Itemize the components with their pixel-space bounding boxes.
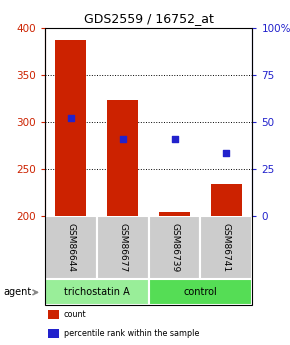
- Point: [224, 150, 229, 155]
- Bar: [211, 184, 242, 216]
- Bar: [107, 100, 138, 216]
- Text: GSM86741: GSM86741: [222, 223, 231, 272]
- Bar: [200, 216, 252, 279]
- Bar: [55, 40, 86, 216]
- Title: GDS2559 / 16752_at: GDS2559 / 16752_at: [84, 12, 213, 25]
- Point: [172, 137, 177, 142]
- Text: trichostatin A: trichostatin A: [64, 287, 130, 297]
- Text: agent: agent: [3, 287, 31, 297]
- Text: count: count: [64, 310, 86, 319]
- Bar: [97, 216, 148, 279]
- Text: control: control: [184, 287, 217, 297]
- Bar: [159, 212, 190, 216]
- Bar: [45, 279, 148, 305]
- Point: [120, 136, 125, 141]
- Text: percentile rank within the sample: percentile rank within the sample: [64, 329, 199, 338]
- Point: [68, 115, 73, 121]
- Text: GSM86644: GSM86644: [66, 223, 75, 272]
- Bar: [148, 279, 252, 305]
- Text: GSM86739: GSM86739: [170, 223, 179, 272]
- Bar: [45, 216, 97, 279]
- Text: GSM86677: GSM86677: [118, 223, 127, 272]
- Bar: [148, 216, 200, 279]
